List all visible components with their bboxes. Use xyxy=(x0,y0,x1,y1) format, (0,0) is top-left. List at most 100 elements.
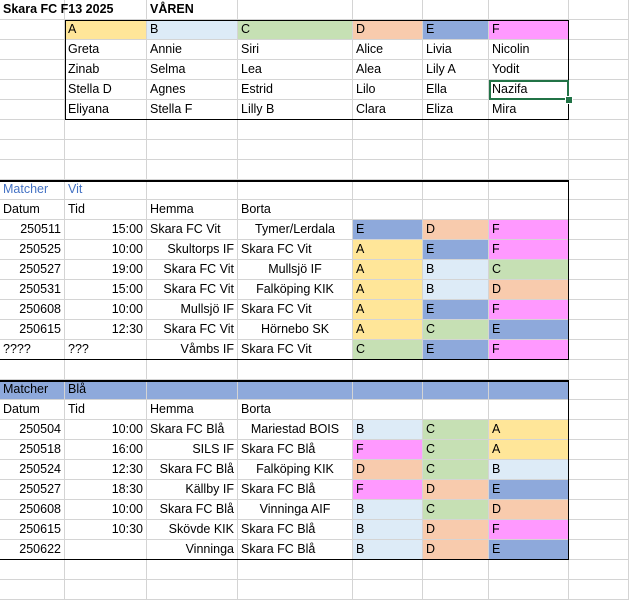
empty-cell[interactable] xyxy=(489,180,569,200)
match-time[interactable]: 12:30 xyxy=(65,320,147,340)
match-group-2[interactable]: B xyxy=(423,260,489,280)
match-group-1[interactable]: B xyxy=(353,500,423,520)
empty-cell[interactable] xyxy=(0,160,65,180)
empty-cell[interactable] xyxy=(147,360,238,380)
empty-cell[interactable] xyxy=(238,160,353,180)
player-cell[interactable]: Clara xyxy=(353,100,423,120)
empty-cell[interactable] xyxy=(147,160,238,180)
empty-cell[interactable] xyxy=(147,560,238,580)
match-group-3[interactable]: D xyxy=(489,500,569,520)
match-group-3[interactable]: F xyxy=(489,220,569,240)
bla-team-name[interactable]: Blå xyxy=(65,380,147,400)
group-column-header[interactable] xyxy=(423,200,489,220)
player-cell[interactable]: Lea xyxy=(238,60,353,80)
empty-cell[interactable] xyxy=(353,580,423,600)
empty-cell[interactable] xyxy=(65,120,147,140)
column-header-datum[interactable]: Datum xyxy=(0,200,65,220)
empty-cell[interactable] xyxy=(569,100,629,120)
match-home-team[interactable]: Skara FC Vit xyxy=(147,320,238,340)
player-cell[interactable]: Stella D xyxy=(65,80,147,100)
column-header-borta[interactable]: Borta xyxy=(238,400,353,420)
empty-cell[interactable] xyxy=(238,140,353,160)
match-away-team[interactable]: Hörnebo SK xyxy=(238,320,353,340)
empty-cell[interactable] xyxy=(238,580,353,600)
empty-cell[interactable] xyxy=(0,120,65,140)
match-group-3[interactable]: A xyxy=(489,440,569,460)
match-time[interactable]: 10:00 xyxy=(65,500,147,520)
match-away-team[interactable]: Skara FC Blå xyxy=(238,540,353,560)
empty-cell[interactable] xyxy=(569,20,629,40)
empty-cell[interactable] xyxy=(147,120,238,140)
column-header-hemma[interactable]: Hemma xyxy=(147,200,238,220)
match-home-team[interactable]: Vinninga xyxy=(147,540,238,560)
group-header-d[interactable]: D xyxy=(353,20,423,40)
match-group-1[interactable]: F xyxy=(353,480,423,500)
empty-cell[interactable] xyxy=(569,60,629,80)
empty-cell[interactable] xyxy=(147,580,238,600)
match-group-1[interactable]: C xyxy=(353,340,423,360)
player-cell[interactable]: Alice xyxy=(353,40,423,60)
match-group-2[interactable]: D xyxy=(423,220,489,240)
match-away-team[interactable]: Skara FC Blå xyxy=(238,520,353,540)
bla-header-fill[interactable] xyxy=(423,380,489,400)
empty-cell[interactable] xyxy=(569,540,629,560)
match-time[interactable]: 12:30 xyxy=(65,460,147,480)
empty-cell[interactable] xyxy=(0,80,65,100)
empty-cell[interactable] xyxy=(65,160,147,180)
match-home-team[interactable]: Skara FC Vit xyxy=(147,220,238,240)
empty-cell[interactable] xyxy=(353,180,423,200)
match-time[interactable]: 19:00 xyxy=(65,260,147,280)
empty-cell[interactable] xyxy=(569,380,629,400)
match-home-team[interactable]: Skara FC Blå xyxy=(147,460,238,480)
empty-cell[interactable] xyxy=(423,140,489,160)
match-away-team[interactable]: Mullsjö IF xyxy=(238,260,353,280)
match-date[interactable]: 250524 xyxy=(0,460,65,480)
empty-cell[interactable] xyxy=(489,120,569,140)
match-group-3[interactable]: F xyxy=(489,340,569,360)
match-group-3[interactable]: E xyxy=(489,320,569,340)
empty-cell[interactable] xyxy=(569,480,629,500)
match-away-team[interactable]: Skara FC Vit xyxy=(238,240,353,260)
player-cell[interactable]: Eliza xyxy=(423,100,489,120)
match-group-2[interactable]: C xyxy=(423,460,489,480)
empty-cell[interactable] xyxy=(569,240,629,260)
match-group-2[interactable]: C xyxy=(423,500,489,520)
vit-team-name[interactable]: Vit xyxy=(65,180,147,200)
match-home-team[interactable]: Skara FC Vit xyxy=(147,260,238,280)
empty-cell[interactable] xyxy=(569,160,629,180)
empty-cell[interactable] xyxy=(423,180,489,200)
empty-cell[interactable] xyxy=(353,140,423,160)
match-group-1[interactable]: A xyxy=(353,260,423,280)
player-cell[interactable]: Zinab xyxy=(65,60,147,80)
player-cell[interactable]: Selma xyxy=(147,60,238,80)
match-date[interactable]: 250527 xyxy=(0,260,65,280)
empty-cell[interactable] xyxy=(569,80,629,100)
match-group-3[interactable]: A xyxy=(489,420,569,440)
empty-cell[interactable] xyxy=(489,0,569,20)
empty-cell[interactable] xyxy=(569,280,629,300)
match-group-2[interactable]: C xyxy=(423,420,489,440)
empty-cell[interactable] xyxy=(489,580,569,600)
player-cell[interactable]: Mira xyxy=(489,100,569,120)
column-header-tid[interactable]: Tid xyxy=(65,200,147,220)
match-group-2[interactable]: E xyxy=(423,240,489,260)
player-cell[interactable]: Livia xyxy=(423,40,489,60)
match-group-1[interactable]: F xyxy=(353,440,423,460)
column-header-tid[interactable]: Tid xyxy=(65,400,147,420)
empty-cell[interactable] xyxy=(569,360,629,380)
empty-cell[interactable] xyxy=(65,360,147,380)
empty-cell[interactable] xyxy=(569,340,629,360)
empty-cell[interactable] xyxy=(569,220,629,240)
bla-header-fill[interactable] xyxy=(147,380,238,400)
empty-cell[interactable] xyxy=(65,580,147,600)
empty-cell[interactable] xyxy=(0,560,65,580)
match-away-team[interactable]: Skara FC Vit xyxy=(238,300,353,320)
match-home-team[interactable]: Skultorps IF xyxy=(147,240,238,260)
player-cell[interactable]: Alea xyxy=(353,60,423,80)
match-away-team[interactable]: Falköping KIK xyxy=(238,280,353,300)
empty-cell[interactable] xyxy=(353,0,423,20)
empty-cell[interactable] xyxy=(147,140,238,160)
match-home-team[interactable]: Källby IF xyxy=(147,480,238,500)
match-home-team[interactable]: Skara FC Vit xyxy=(147,280,238,300)
empty-cell[interactable] xyxy=(238,180,353,200)
